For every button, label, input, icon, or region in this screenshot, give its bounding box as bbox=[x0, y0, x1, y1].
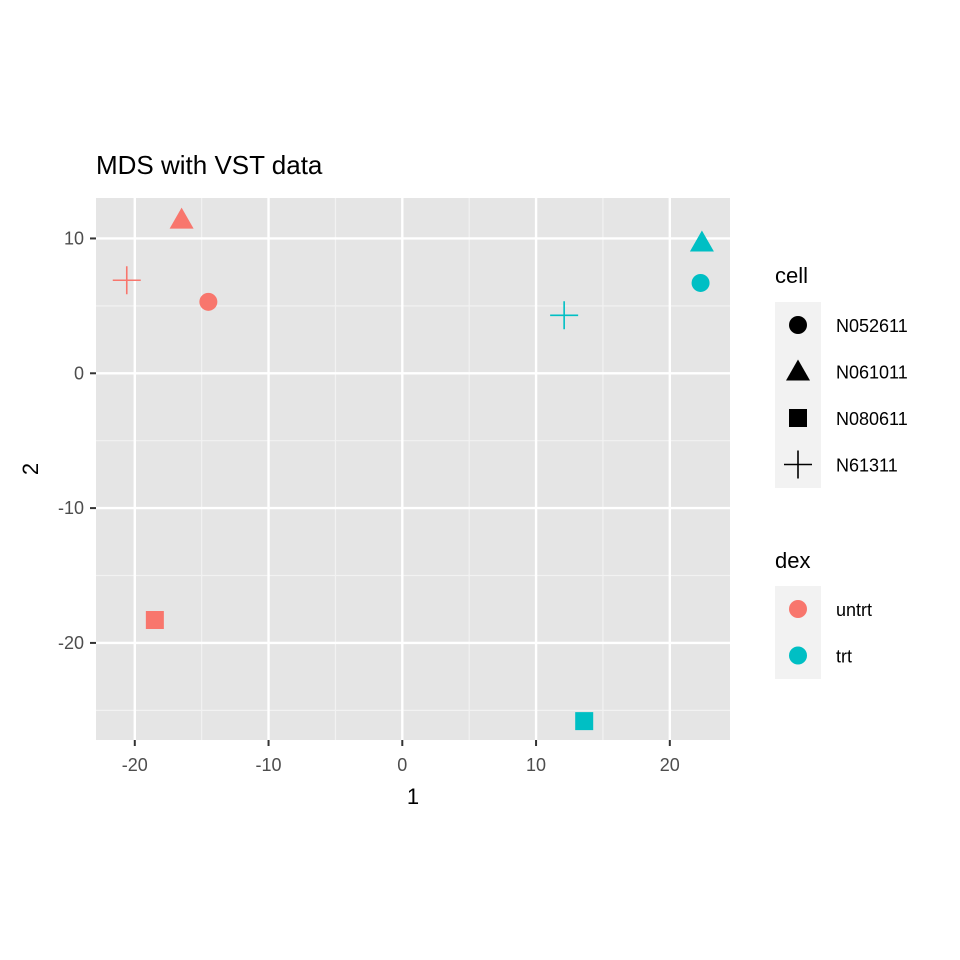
legend-dex-key-background bbox=[775, 586, 821, 679]
y-axis: -20 -10 0 10 bbox=[58, 228, 96, 653]
data-point bbox=[112, 266, 141, 295]
legend-cell-label: N052611 bbox=[836, 316, 908, 336]
x-tick-label: 0 bbox=[397, 755, 407, 775]
legend-dex-label: untrt bbox=[836, 600, 872, 620]
y-tick-label: -20 bbox=[58, 633, 84, 653]
legend-cell-key bbox=[786, 359, 810, 381]
x-axis: -20 -10 0 10 20 bbox=[122, 740, 680, 775]
x-tick-label: 20 bbox=[660, 755, 680, 775]
legend-cell-label: N61311 bbox=[836, 456, 898, 476]
data-point bbox=[575, 712, 594, 731]
y-tick-label: -10 bbox=[58, 498, 84, 518]
grid-lines bbox=[96, 198, 730, 740]
legend-dex-title: dex bbox=[775, 548, 810, 573]
y-tick-label: 0 bbox=[74, 363, 84, 383]
legend-cell-label: N080611 bbox=[836, 409, 908, 429]
legend-cell: cell N052611 N061011 N080611 N61311 bbox=[775, 263, 908, 488]
x-tick-label: -10 bbox=[256, 755, 282, 775]
legend-cell-key bbox=[789, 316, 807, 334]
data-point bbox=[169, 207, 194, 229]
data-point bbox=[550, 301, 579, 330]
y-tick-label: 10 bbox=[64, 228, 84, 248]
legend-cell-label: N061011 bbox=[836, 363, 908, 383]
y-axis-title: 2 bbox=[18, 463, 43, 475]
chart-title: MDS with VST data bbox=[96, 150, 323, 180]
legend-cell-title: cell bbox=[775, 263, 808, 288]
legend-dex-key bbox=[789, 600, 807, 618]
legend-cell-key bbox=[789, 409, 807, 427]
legend-dex-label: trt bbox=[836, 647, 852, 667]
legend-dex-key bbox=[789, 646, 807, 665]
data-point bbox=[691, 273, 710, 292]
x-tick-label: 10 bbox=[526, 755, 546, 775]
data-point bbox=[145, 611, 164, 630]
x-axis-title: 1 bbox=[407, 784, 419, 809]
legend-cell-key bbox=[784, 450, 812, 479]
plot-panel bbox=[96, 198, 730, 740]
data-point bbox=[199, 292, 218, 311]
x-tick-label: -20 bbox=[122, 755, 148, 775]
data-point bbox=[689, 230, 714, 252]
legend-dex: dex untrt trt bbox=[775, 548, 872, 679]
data-points bbox=[112, 207, 714, 731]
